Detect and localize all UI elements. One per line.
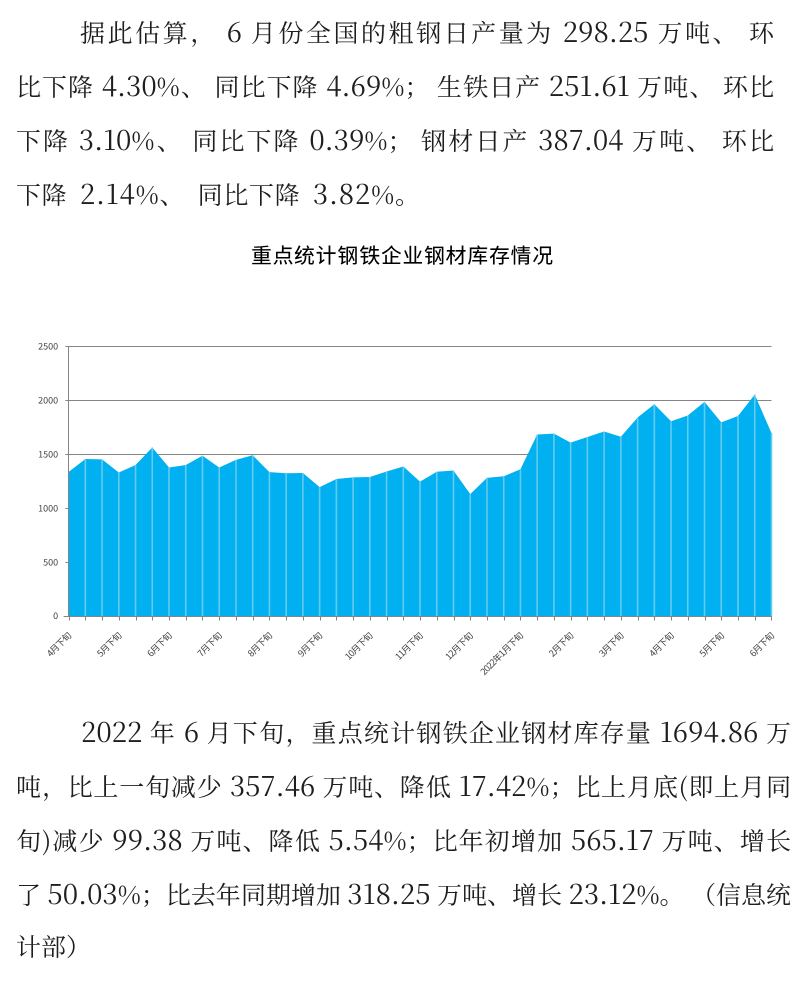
svg-text:12月下旬: 12月下旬 bbox=[441, 628, 475, 662]
svg-text:0: 0 bbox=[53, 609, 58, 622]
svg-text:4月下旬: 4月下旬 bbox=[43, 628, 74, 659]
svg-text:9月下旬: 9月下旬 bbox=[294, 628, 325, 659]
svg-text:2500: 2500 bbox=[38, 340, 58, 353]
svg-text:7月下旬: 7月下旬 bbox=[194, 628, 225, 659]
svg-text:3月下旬: 3月下旬 bbox=[595, 628, 626, 659]
svg-text:2000: 2000 bbox=[38, 393, 58, 406]
svg-text:5月下旬: 5月下旬 bbox=[93, 628, 124, 659]
svg-text:8月下旬: 8月下旬 bbox=[244, 628, 275, 659]
svg-text:5月下旬: 5月下旬 bbox=[696, 628, 727, 659]
svg-text:6月下旬: 6月下旬 bbox=[746, 628, 777, 659]
svg-text:1500: 1500 bbox=[38, 447, 58, 460]
svg-text:6月下旬: 6月下旬 bbox=[143, 628, 174, 659]
svg-text:10月下旬: 10月下旬 bbox=[341, 628, 375, 662]
svg-text:4月下旬: 4月下旬 bbox=[645, 628, 676, 659]
svg-text:11月下旬: 11月下旬 bbox=[391, 628, 425, 662]
svg-text:1000: 1000 bbox=[38, 501, 58, 514]
svg-text:500: 500 bbox=[43, 555, 58, 568]
svg-text:2月下旬: 2月下旬 bbox=[545, 628, 576, 659]
svg-text:2022年1月下旬: 2022年1月下旬 bbox=[477, 628, 526, 677]
